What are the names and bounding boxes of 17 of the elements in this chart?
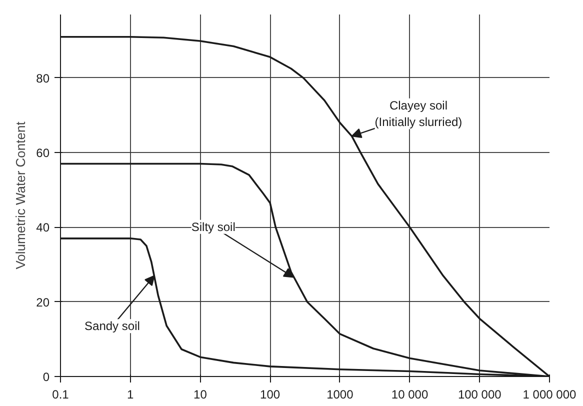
annotation: Silty soil [191,220,236,234]
x-tick-label: 1 [127,388,134,402]
y-tick-label: 60 [36,146,50,160]
y-tick-label: 40 [36,220,50,235]
y-tick-label: 80 [36,71,50,86]
x-tick-label: 10 000 [391,388,428,402]
x-tick-label: 0.1 [52,388,70,402]
y-tick-label: 0 [42,370,50,384]
y-axis-title: Volumetric Water Content [13,121,28,270]
x-tick-label: 1 000 000 [522,388,577,402]
y-tick-label: 20 [36,295,50,310]
x-tick-label: 100 [260,388,280,402]
x-tick-label: 100 000 [458,388,502,402]
x-tick-label: 1000 [326,388,354,402]
annotation: Clayey soil (Initially slurried) [374,98,462,130]
annotation: Sandy soil [84,319,140,334]
x-tick-label: 10 [194,388,208,402]
